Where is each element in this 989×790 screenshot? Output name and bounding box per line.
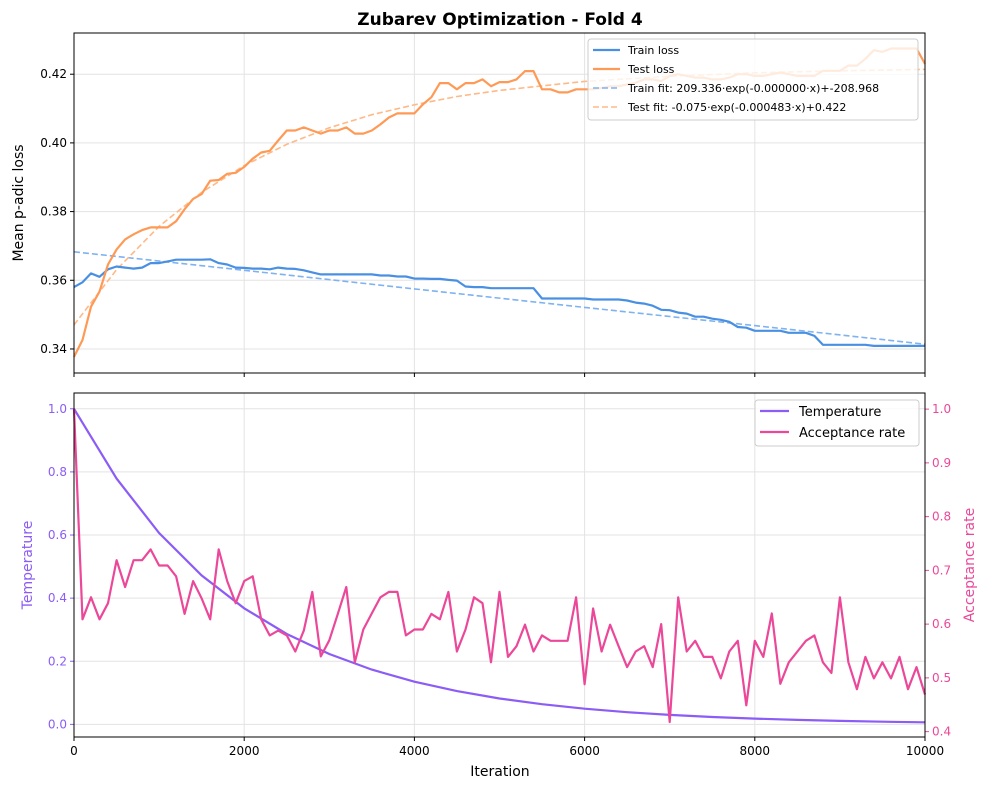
y-tick-label: 0.2 <box>48 654 67 668</box>
y-tick-label: 1.0 <box>48 402 67 416</box>
train-fit-line <box>73 251 926 345</box>
right-y-tick-label: 1.0 <box>932 402 951 416</box>
y-tick-label: 0.38 <box>40 205 67 219</box>
x-tick-label: 4000 <box>399 744 430 758</box>
bottom-plot-frame <box>73 392 926 738</box>
y-tick-label: 0.0 <box>48 717 67 731</box>
top-y-axis-label: Mean p-adic loss <box>11 144 27 261</box>
train-loss-line <box>73 258 925 347</box>
right-y-tick-label: 0.9 <box>932 456 951 470</box>
x-tick-label: 0 <box>70 744 78 758</box>
legend-train-loss: Train loss <box>627 44 679 57</box>
y-tick-label: 0.6 <box>48 528 67 542</box>
y-tick-label: 0.8 <box>48 465 67 479</box>
temperature-axis-label: Temperature <box>20 521 36 611</box>
bottom-legend: Temperature Acceptance rate <box>754 399 920 447</box>
y-tick-label: 0.34 <box>40 342 67 356</box>
legend-train-fit: Train fit: 209.336·exp(-0.000000·x)+-208… <box>627 82 879 95</box>
legend-acceptance-rate: Acceptance rate <box>799 426 905 441</box>
right-y-tick-label: 0.4 <box>932 725 951 739</box>
acceptance-axis-label: Acceptance rate <box>962 508 978 622</box>
right-y-tick-label: 0.8 <box>932 510 951 524</box>
temperature-line <box>73 408 926 724</box>
x-axis-label: Iteration <box>470 764 529 780</box>
x-tick-label: 8000 <box>740 744 771 758</box>
y-tick-label: 0.42 <box>40 67 67 81</box>
top-plot-frame <box>73 32 926 374</box>
y-tick-label: 0.4 <box>48 591 67 605</box>
chart-title: Zubarev Optimization - Fold 4 <box>357 10 643 30</box>
bottom-axes: 0 2000 4000 6000 8000 10000 0.0 0.2 0.4 0.6 0.8 1.0… <box>48 392 951 758</box>
y-tick-label: 0.40 <box>40 136 67 150</box>
right-y-tick-label: 0.5 <box>932 671 951 685</box>
x-tick-label: 2000 <box>229 744 260 758</box>
legend-test-loss: Test loss <box>627 63 675 76</box>
y-tick-label: 0.36 <box>40 273 67 287</box>
right-y-tick-label: 0.6 <box>932 617 951 631</box>
x-tick-label: 10000 <box>906 744 944 758</box>
x-tick-label: 6000 <box>569 744 600 758</box>
legend-test-fit: Test fit: -0.075·exp(-0.000483·x)+0.422 <box>627 101 846 114</box>
legend-temperature: Temperature <box>798 405 881 420</box>
right-y-tick-label: 0.7 <box>932 563 951 577</box>
top-legend: Train loss Test loss Train fit: 209.336·… <box>587 38 919 121</box>
acceptance-rate-line <box>72 409 927 724</box>
